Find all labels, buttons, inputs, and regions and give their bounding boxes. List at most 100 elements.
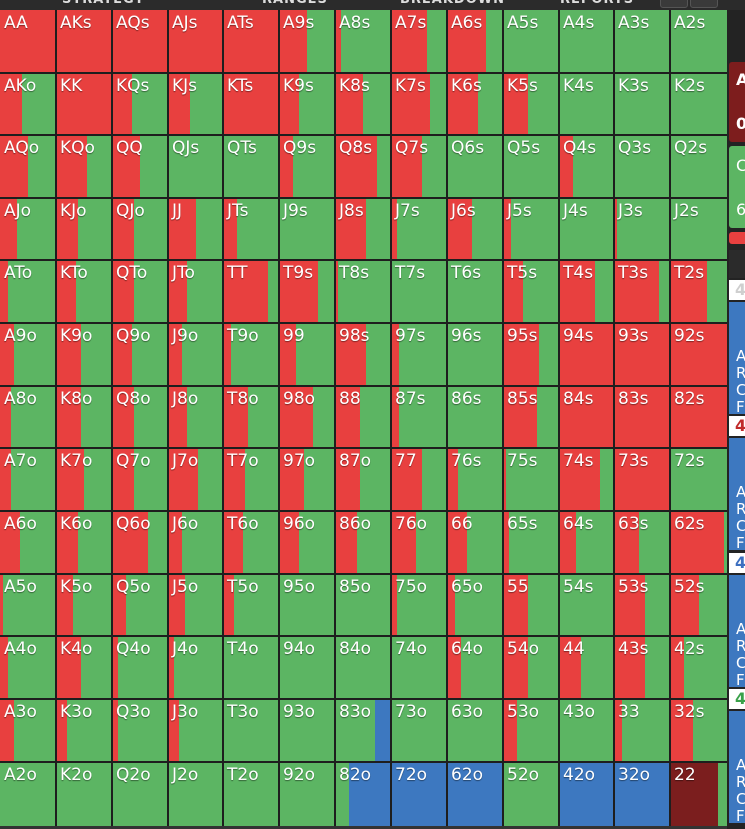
hand-cell-94s[interactable]: 94s xyxy=(559,323,614,386)
hand-cell-t3o[interactable]: T3o xyxy=(223,699,279,762)
hand-cell-33[interactable]: 33 xyxy=(614,699,670,762)
hand-cell-t4s[interactable]: T4s xyxy=(559,260,614,323)
hand-cell-j3o[interactable]: J3o xyxy=(168,699,223,762)
hand-cell-ats[interactable]: ATs xyxy=(223,10,279,73)
hand-cell-jts[interactable]: JTs xyxy=(223,198,279,260)
hand-cell-t9s[interactable]: T9s xyxy=(279,260,335,323)
hand-cell-k4s[interactable]: K4s xyxy=(559,73,614,135)
hand-cell-aqs[interactable]: AQs xyxy=(112,10,168,73)
hand-cell-32s[interactable]: 32s xyxy=(670,699,727,762)
hand-cell-85s[interactable]: 85s xyxy=(503,386,559,448)
hand-cell-a8s[interactable]: A8s xyxy=(335,10,391,73)
hand-cell-k9o[interactable]: K9o xyxy=(56,323,112,386)
hand-cell-t2s[interactable]: T2s xyxy=(670,260,727,323)
hand-cell-76o[interactable]: 76o xyxy=(391,511,447,574)
hand-cell-42s[interactable]: 42s xyxy=(670,636,727,699)
hand-cell-ajo[interactable]: AJo xyxy=(0,198,56,260)
hand-cell-kto[interactable]: KTo xyxy=(56,260,112,323)
hand-cell-a3o[interactable]: A3o xyxy=(0,699,56,762)
section-header[interactable]: 4 xyxy=(729,689,745,709)
hand-cell-aks[interactable]: AKs xyxy=(56,10,112,73)
tab-breakdown[interactable]: BREAKDOWN xyxy=(400,0,505,10)
hand-cell-j3s[interactable]: J3s xyxy=(614,198,670,260)
hand-cell-k5s[interactable]: K5s xyxy=(503,73,559,135)
section-header[interactable]: 4 xyxy=(729,280,745,300)
hand-cell-74o[interactable]: 74o xyxy=(391,636,447,699)
hand-cell-82s[interactable]: 82s xyxy=(670,386,727,448)
hand-cell-j8o[interactable]: J8o xyxy=(168,386,223,448)
hand-cell-q8s[interactable]: Q8s xyxy=(335,135,391,198)
hand-cell-q7o[interactable]: Q7o xyxy=(112,448,168,511)
hand-cell-64o[interactable]: 64o xyxy=(447,636,503,699)
hand-cell-87o[interactable]: 87o xyxy=(335,448,391,511)
hand-cell-j5s[interactable]: J5s xyxy=(503,198,559,260)
hand-cell-kqo[interactable]: KQo xyxy=(56,135,112,198)
hand-cell-q4s[interactable]: Q4s xyxy=(559,135,614,198)
hand-cell-53s[interactable]: 53s xyxy=(614,574,670,636)
hand-cell-55[interactable]: 55 xyxy=(503,574,559,636)
hand-cell-j7o[interactable]: J7o xyxy=(168,448,223,511)
hand-cell-a6o[interactable]: A6o xyxy=(0,511,56,574)
hand-cell-q2s[interactable]: Q2s xyxy=(670,135,727,198)
hand-cell-t7o[interactable]: T7o xyxy=(223,448,279,511)
hand-cell-43o[interactable]: 43o xyxy=(559,699,614,762)
hand-cell-j4o[interactable]: J4o xyxy=(168,636,223,699)
hand-cell-a3s[interactable]: A3s xyxy=(614,10,670,73)
hand-cell-k3o[interactable]: K3o xyxy=(56,699,112,762)
hand-cell-74s[interactable]: 74s xyxy=(559,448,614,511)
hand-cell-t5o[interactable]: T5o xyxy=(223,574,279,636)
hand-cell-42o[interactable]: 42o xyxy=(559,762,614,826)
hand-cell-ajs[interactable]: AJs xyxy=(168,10,223,73)
hand-cell-95o[interactable]: 95o xyxy=(279,574,335,636)
hand-cell-k2s[interactable]: K2s xyxy=(670,73,727,135)
hand-cell-a6s[interactable]: A6s xyxy=(447,10,503,73)
hand-cell-82o[interactable]: 82o xyxy=(335,762,391,826)
hand-cell-86o[interactable]: 86o xyxy=(335,511,391,574)
hand-cell-88[interactable]: 88 xyxy=(335,386,391,448)
hand-cell-aqo[interactable]: AQo xyxy=(0,135,56,198)
hand-cell-66[interactable]: 66 xyxy=(447,511,503,574)
hand-cell-52o[interactable]: 52o xyxy=(503,762,559,826)
hand-cell-kts[interactable]: KTs xyxy=(223,73,279,135)
hand-cell-93s[interactable]: 93s xyxy=(614,323,670,386)
hand-cell-j2s[interactable]: J2s xyxy=(670,198,727,260)
hand-cell-k2o[interactable]: K2o xyxy=(56,762,112,826)
hand-cell-tt[interactable]: TT xyxy=(223,260,279,323)
hand-cell-qq[interactable]: QQ xyxy=(112,135,168,198)
hand-cell-85o[interactable]: 85o xyxy=(335,574,391,636)
hand-cell-63s[interactable]: 63s xyxy=(614,511,670,574)
hand-cell-t8s[interactable]: T8s xyxy=(335,260,391,323)
hand-cell-j2o[interactable]: J2o xyxy=(168,762,223,826)
arrows-control-icon[interactable] xyxy=(660,0,688,8)
hand-cell-98o[interactable]: 98o xyxy=(279,386,335,448)
hand-cell-a9o[interactable]: A9o xyxy=(0,323,56,386)
hand-cell-96s[interactable]: 96s xyxy=(447,323,503,386)
bottom-scrollbar[interactable] xyxy=(0,826,727,829)
hand-cell-k4o[interactable]: K4o xyxy=(56,636,112,699)
hand-cell-kjs[interactable]: KJs xyxy=(168,73,223,135)
hand-cell-k9s[interactable]: K9s xyxy=(279,73,335,135)
hand-cell-65s[interactable]: 65s xyxy=(503,511,559,574)
hand-cell-kqs[interactable]: KQs xyxy=(112,73,168,135)
hand-cell-a7s[interactable]: A7s xyxy=(391,10,447,73)
hand-cell-q6s[interactable]: Q6s xyxy=(447,135,503,198)
hand-cell-aa[interactable]: AA xyxy=(0,10,56,73)
hand-cell-ato[interactable]: ATo xyxy=(0,260,56,323)
hand-cell-83s[interactable]: 83s xyxy=(614,386,670,448)
hand-cell-32o[interactable]: 32o xyxy=(614,762,670,826)
hand-cell-j5o[interactable]: J5o xyxy=(168,574,223,636)
hand-cell-t3s[interactable]: T3s xyxy=(614,260,670,323)
hand-cell-k5o[interactable]: K5o xyxy=(56,574,112,636)
hand-cell-a9s[interactable]: A9s xyxy=(279,10,335,73)
hand-cell-k7o[interactable]: K7o xyxy=(56,448,112,511)
hand-cell-97o[interactable]: 97o xyxy=(279,448,335,511)
hand-cell-54s[interactable]: 54s xyxy=(559,574,614,636)
hand-cell-j9o[interactable]: J9o xyxy=(168,323,223,386)
hand-cell-54o[interactable]: 54o xyxy=(503,636,559,699)
hand-cell-ako[interactable]: AKo xyxy=(0,73,56,135)
hand-cell-q7s[interactable]: Q7s xyxy=(391,135,447,198)
hand-cell-qjo[interactable]: QJo xyxy=(112,198,168,260)
hand-cell-q9o[interactable]: Q9o xyxy=(112,323,168,386)
hand-cell-j8s[interactable]: J8s xyxy=(335,198,391,260)
hand-cell-84s[interactable]: 84s xyxy=(559,386,614,448)
